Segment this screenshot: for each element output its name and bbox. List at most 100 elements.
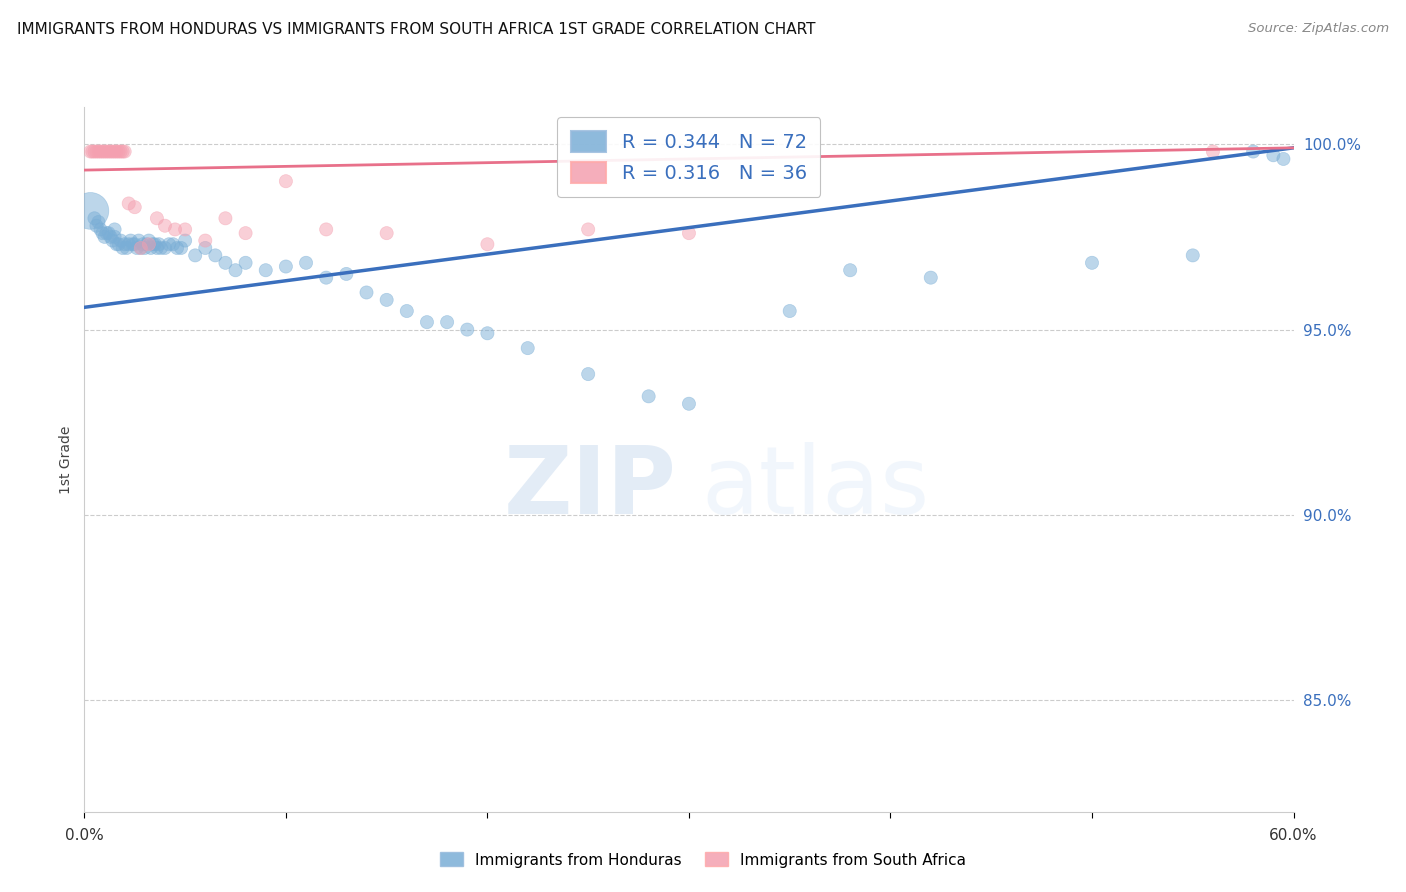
Point [79, 203, 101, 218]
Point [132, 237, 155, 252]
Point [121, 237, 143, 252]
Point [254, 263, 277, 277]
Point [100, 145, 122, 159]
Point [124, 237, 146, 252]
Point [235, 226, 257, 240]
Point [295, 256, 318, 270]
Point [839, 263, 862, 277]
Point [89, 145, 111, 159]
Point [165, 222, 187, 236]
Point [235, 256, 257, 270]
Point [436, 315, 458, 329]
Point [115, 241, 138, 255]
Point [274, 260, 297, 274]
Point [356, 285, 378, 300]
Point [375, 226, 398, 240]
Point [170, 241, 193, 255]
Point [79, 145, 101, 159]
Point [174, 234, 197, 248]
Point [101, 234, 124, 248]
Point [107, 145, 129, 159]
Point [86, 145, 108, 159]
Point [146, 241, 169, 255]
Point [107, 237, 129, 252]
Point [157, 237, 180, 252]
Point [166, 241, 188, 255]
Point [96, 226, 118, 240]
Point [516, 341, 538, 355]
Point [89, 222, 111, 236]
Point [142, 237, 165, 252]
Point [114, 145, 136, 159]
Point [111, 145, 134, 159]
Point [637, 389, 659, 403]
Point [1081, 256, 1104, 270]
Point [1272, 152, 1295, 166]
Text: ZIP: ZIP [503, 442, 676, 533]
Point [110, 145, 132, 159]
Point [153, 241, 176, 255]
Text: atlas: atlas [702, 442, 929, 533]
Point [120, 234, 142, 248]
Point [134, 241, 156, 255]
Point [315, 270, 337, 285]
Point [920, 270, 942, 285]
Point [779, 304, 801, 318]
Text: Source: ZipAtlas.com: Source: ZipAtlas.com [1249, 22, 1389, 36]
Point [1181, 248, 1204, 262]
Point [225, 263, 247, 277]
Point [678, 226, 700, 240]
Point [1202, 145, 1225, 159]
Point [477, 237, 499, 252]
Point [138, 234, 160, 248]
Point [174, 222, 197, 236]
Point [204, 248, 226, 262]
Point [456, 322, 478, 336]
Point [91, 226, 114, 240]
Point [274, 174, 297, 188]
Text: 60.0%: 60.0% [1270, 828, 1317, 843]
Point [124, 200, 146, 214]
Point [83, 145, 105, 159]
Point [214, 256, 236, 270]
Point [128, 234, 150, 248]
Legend: Immigrants from Honduras, Immigrants from South Africa: Immigrants from Honduras, Immigrants fro… [434, 847, 972, 873]
Point [375, 293, 398, 307]
Point [111, 241, 134, 255]
Point [93, 230, 115, 244]
Point [135, 237, 157, 252]
Point [139, 241, 162, 255]
Point [162, 237, 184, 252]
Point [87, 145, 110, 159]
Point [114, 237, 136, 252]
Point [86, 219, 108, 233]
Point [146, 211, 169, 226]
Point [118, 196, 141, 211]
Point [576, 367, 599, 381]
Y-axis label: 1st Grade: 1st Grade [59, 425, 73, 493]
Point [97, 226, 120, 240]
Point [105, 145, 128, 159]
Point [214, 211, 236, 226]
Point [416, 315, 439, 329]
Text: IMMIGRANTS FROM HONDURAS VS IMMIGRANTS FROM SOUTH AFRICA 1ST GRADE CORRELATION C: IMMIGRANTS FROM HONDURAS VS IMMIGRANTS F… [17, 22, 815, 37]
Point [101, 145, 124, 159]
Point [129, 241, 152, 255]
Point [477, 326, 499, 341]
Point [104, 222, 127, 236]
Point [93, 145, 115, 159]
Point [110, 234, 132, 248]
Point [1241, 145, 1264, 159]
Point [82, 145, 104, 159]
Point [83, 211, 105, 226]
Legend: R = 0.344   N = 72, R = 0.316   N = 36: R = 0.344 N = 72, R = 0.316 N = 36 [558, 118, 820, 197]
Point [149, 241, 172, 255]
Point [96, 145, 118, 159]
Point [129, 241, 152, 255]
Point [153, 219, 176, 233]
Point [184, 248, 207, 262]
Point [1263, 148, 1285, 162]
Point [91, 145, 114, 159]
Point [104, 230, 127, 244]
Point [105, 237, 128, 252]
